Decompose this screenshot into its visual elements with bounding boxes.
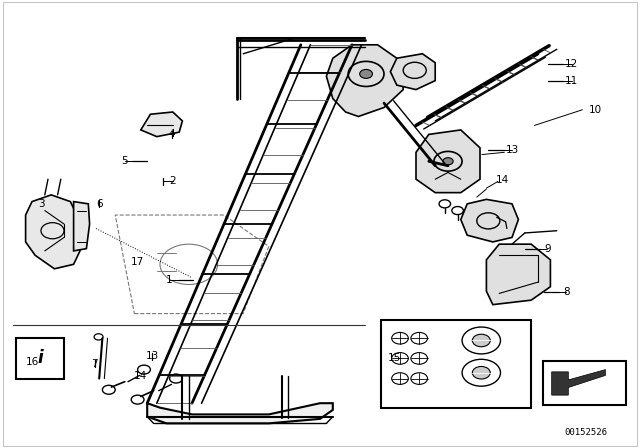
Text: 9: 9	[544, 244, 550, 254]
Polygon shape	[326, 45, 403, 116]
Text: 4: 4	[168, 129, 175, 139]
Circle shape	[443, 158, 453, 165]
Circle shape	[360, 69, 372, 78]
Text: 3: 3	[38, 199, 45, 209]
Polygon shape	[74, 202, 90, 251]
Polygon shape	[552, 370, 605, 395]
Text: 00152526: 00152526	[564, 428, 607, 437]
Text: 16: 16	[26, 357, 38, 366]
Text: 10: 10	[589, 105, 602, 115]
Polygon shape	[390, 54, 435, 90]
Text: 17: 17	[131, 257, 144, 267]
Text: 1: 1	[166, 275, 173, 285]
Text: 13: 13	[506, 145, 518, 155]
Text: 7: 7	[92, 359, 98, 369]
Polygon shape	[147, 403, 333, 423]
Polygon shape	[486, 244, 550, 305]
Text: 15: 15	[388, 353, 401, 363]
Bar	[543, 361, 626, 405]
Text: 14: 14	[134, 371, 147, 381]
Text: i: i	[38, 349, 43, 367]
Bar	[381, 320, 531, 408]
Polygon shape	[141, 112, 182, 137]
Circle shape	[472, 366, 490, 379]
Text: 6: 6	[96, 199, 102, 209]
Text: 14: 14	[496, 175, 509, 185]
Bar	[16, 338, 64, 379]
Polygon shape	[416, 130, 480, 193]
Text: 13: 13	[146, 351, 159, 361]
Text: 2: 2	[170, 177, 176, 186]
Text: 5: 5	[122, 156, 128, 166]
Circle shape	[472, 334, 490, 347]
Polygon shape	[461, 199, 518, 242]
Text: 12: 12	[565, 59, 578, 69]
Text: 11: 11	[565, 76, 578, 86]
Text: 8: 8	[563, 287, 570, 297]
Polygon shape	[26, 195, 80, 269]
